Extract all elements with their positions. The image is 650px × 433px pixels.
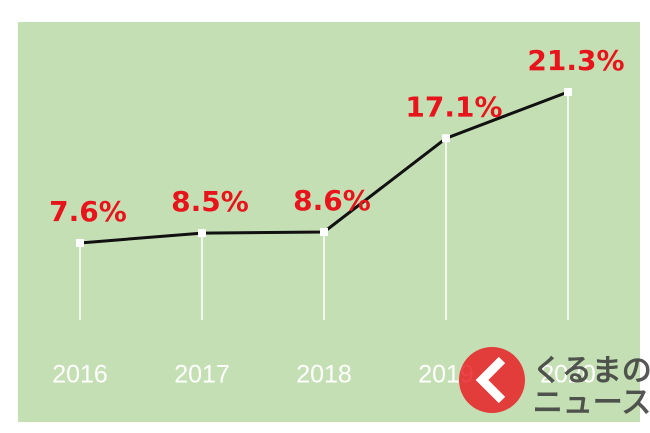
- watermark: くるまの ニュース: [459, 347, 650, 421]
- plot-background: [18, 22, 640, 422]
- value-label: 8.6%: [293, 184, 371, 217]
- watermark-text: くるまの: [532, 354, 650, 389]
- value-label: 7.6%: [49, 195, 127, 228]
- watermark-text: ニュース: [533, 386, 650, 421]
- x-tick-label: 2017: [174, 361, 230, 389]
- marks: 7.6% 8.5% 8.6%17.1%21.3%2016 2017 2018 2019 20…: [49, 44, 624, 389]
- x-tick-label: 2020: [540, 361, 596, 389]
- watermark-logo-arrow: [475, 356, 506, 404]
- value-label: 21.3%: [527, 44, 624, 77]
- point: [442, 134, 450, 143]
- point: [564, 88, 572, 96]
- point: [320, 227, 328, 236]
- watermark-logo: [459, 347, 525, 413]
- value-label: 8.5%: [171, 185, 249, 218]
- value-label: 17.1%: [405, 90, 502, 123]
- point: [76, 239, 84, 247]
- x-tick-label: 2016: [52, 361, 108, 389]
- x-tick-label: 2018: [296, 361, 352, 389]
- point: [198, 229, 206, 238]
